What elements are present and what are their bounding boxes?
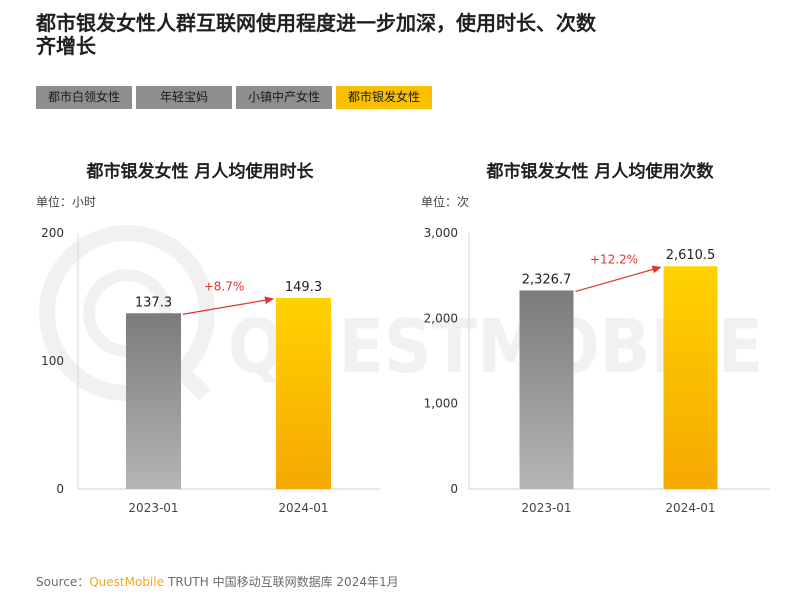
y-tick-label: 1,000	[424, 397, 458, 411]
value-label: 137.3	[135, 295, 172, 310]
tab-urban-white-collar-women[interactable]: 都市白领女性	[36, 86, 132, 109]
y-tick-label: 200	[41, 226, 64, 240]
bar-2023-01	[126, 313, 181, 489]
bar-2023-01	[519, 290, 574, 489]
x-tick-label: 2024-01	[278, 501, 328, 515]
page-title: 都市银发女性人群互联网使用程度进一步加深，使用时长、次数齐增长	[36, 11, 596, 58]
chart-usage-duration: 0 100 200 137.3 2023-01 149.3 2024-01 +8.7%	[41, 226, 380, 515]
chart-usage-frequency: 0 1,000 2,000 3,000 2,326.7 2023-01 2,610.5 202…	[424, 226, 770, 515]
x-tick-label: 2023-01	[128, 501, 178, 515]
value-label: 2,326.7	[522, 272, 572, 287]
y-tick-label: 3,000	[424, 226, 458, 240]
x-tick-label: 2023-01	[521, 501, 571, 515]
bar-2024-01	[276, 297, 331, 489]
y-tick-label: 0	[450, 482, 458, 496]
growth-arrow	[182, 296, 274, 315]
unit-label-usage-duration: 单位：小时	[36, 195, 97, 209]
source-prefix: Source：	[36, 575, 90, 589]
segment-tabs: 都市白领女性 年轻宝妈 小镇中产女性 都市银发女性	[36, 86, 432, 109]
unit-label-usage-frequency: 单位：次	[421, 195, 470, 209]
source-note: Source：QuestMobile TRUTH 中国移动互联网数据库 2024年…	[36, 573, 399, 590]
value-label: 2,610.5	[666, 248, 716, 263]
growth-label: +12.2%	[590, 252, 638, 266]
x-tick-label: 2024-01	[665, 501, 715, 515]
tab-urban-senior-women[interactable]: 都市银发女性	[336, 86, 432, 109]
y-tick-label: 2,000	[424, 311, 458, 325]
chart-title-usage-frequency: 都市银发女性 月人均使用次数	[486, 162, 714, 182]
tab-young-mothers[interactable]: 年轻宝妈	[136, 86, 232, 109]
source-brand: QuestMobile	[89, 575, 164, 589]
growth-arrow	[575, 265, 662, 293]
chart-title-usage-duration: 都市银发女性 月人均使用时长	[86, 162, 314, 182]
bar-2024-01	[663, 266, 718, 489]
y-tick-label: 100	[41, 354, 64, 368]
source-text: TRUTH 中国移动互联网数据库 2024年1月	[167, 575, 399, 589]
y-tick-label: 0	[56, 482, 64, 496]
tab-small-town-middle-class-women[interactable]: 小镇中产女性	[236, 86, 332, 109]
growth-label: +8.7%	[204, 280, 245, 294]
value-label: 149.3	[285, 280, 322, 295]
